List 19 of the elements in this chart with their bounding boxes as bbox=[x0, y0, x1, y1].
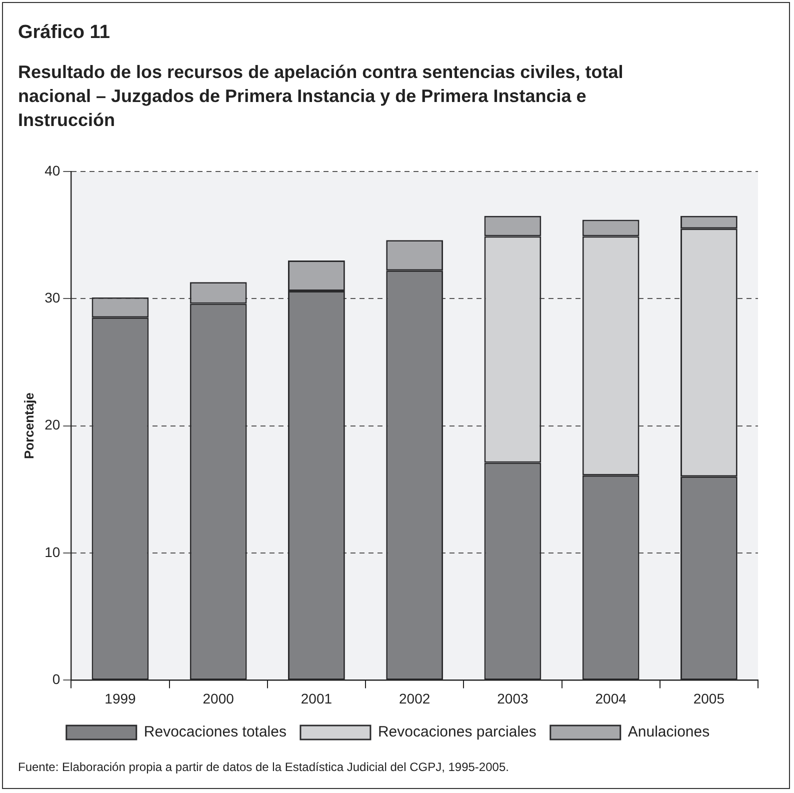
legend-label: Revocaciones parciales bbox=[378, 724, 536, 741]
y-axis-title: Porcentaje bbox=[21, 392, 36, 460]
chart-subtitle: Resultado de los recursos de apelación contra sentencias civiles, total nacional – Juzgados de Primera Instancia y de Primera Instancia e Instrucción bbox=[18, 61, 624, 132]
chart-title: Gráfico 11 bbox=[18, 22, 110, 44]
x-tick-label: 2002 bbox=[399, 690, 430, 706]
legend-label: Revocaciones totales bbox=[144, 724, 286, 741]
y-tick-label: 40 bbox=[44, 162, 60, 178]
x-tick-label: 2004 bbox=[595, 690, 627, 706]
x-tick-label: 2003 bbox=[497, 690, 528, 706]
x-tick-label: 2001 bbox=[300, 690, 332, 706]
x-tick-label: 2000 bbox=[202, 690, 234, 706]
y-tick-label: 20 bbox=[44, 416, 60, 433]
x-tick-label: 2005 bbox=[693, 690, 725, 706]
legend-label: Anulaciones bbox=[628, 724, 710, 741]
y-tick-label: 30 bbox=[44, 289, 60, 306]
x-tick-label: 1999 bbox=[104, 690, 136, 706]
source-note: Fuente: Elaboración propia a partir de datos de la Estadística Judicial del CGPJ, 1995-2005. bbox=[18, 760, 509, 774]
y-tick-label: 0 bbox=[52, 671, 60, 688]
y-tick-label: 10 bbox=[44, 544, 60, 560]
